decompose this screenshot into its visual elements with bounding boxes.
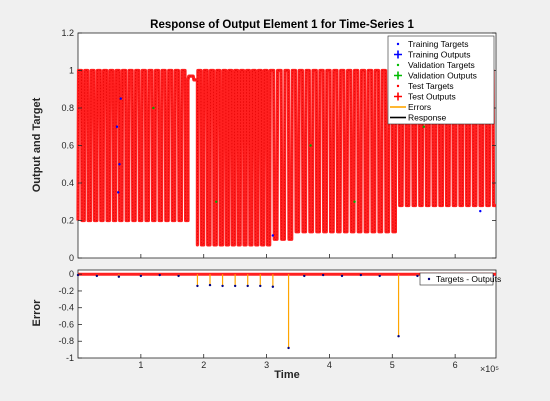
error-legend-marker bbox=[427, 277, 431, 281]
error-point bbox=[139, 274, 143, 278]
error-y-label: Error bbox=[31, 299, 43, 327]
error-point bbox=[340, 274, 344, 278]
error-y-tick-label: -0.2 bbox=[58, 286, 74, 296]
error-x-tick-label: 6 bbox=[453, 360, 458, 370]
legend-label: Test Outputs bbox=[408, 92, 456, 102]
error-y-tick-label: -0.6 bbox=[58, 319, 74, 329]
legend-marker-dot bbox=[396, 63, 400, 67]
error-x-tick-label: 5 bbox=[390, 360, 395, 370]
error-x-tick-label: 2 bbox=[201, 360, 206, 370]
response-data-point bbox=[119, 97, 122, 100]
error-plot: -1 -0.8 -0.6 -0.4 -0.2 0 1 2 3 4 5 6 Error Time ×1… bbox=[31, 254, 501, 381]
error-x-tick-label: 1 bbox=[138, 360, 143, 370]
error-point bbox=[117, 275, 121, 278]
response-data-point bbox=[215, 200, 218, 203]
legend-label: Training Targets bbox=[408, 39, 468, 49]
error-point bbox=[158, 273, 161, 277]
error-point bbox=[208, 283, 212, 287]
response-y-tick-label: 0.2 bbox=[61, 216, 74, 226]
chart-title: Response of Output Element 1 for Time-Se… bbox=[150, 19, 414, 31]
legend-marker-plus bbox=[394, 71, 402, 80]
error-legend-label: Targets - Outputs bbox=[436, 274, 501, 284]
error-y-ticks: -1 -0.8 -0.6 -0.4 -0.2 0 bbox=[58, 269, 82, 363]
response-y-ticks: 0 0.2 0.4 0.6 0.8 1 1.2 bbox=[61, 28, 496, 263]
response-data-point bbox=[271, 234, 275, 237]
legend-marker-dot bbox=[396, 84, 400, 88]
error-point bbox=[321, 273, 325, 277]
error-legend-box bbox=[419, 272, 494, 286]
error-y-tick-label: -1 bbox=[66, 353, 74, 363]
error-point bbox=[271, 285, 275, 288]
response-data-point bbox=[115, 125, 119, 128]
legend-label: Validation Outputs bbox=[408, 71, 477, 81]
legend-label: Test Targets bbox=[408, 81, 454, 91]
response-data-point bbox=[479, 209, 482, 213]
legend-label: Response bbox=[408, 113, 447, 123]
response-y-tick-label: 0 bbox=[69, 253, 74, 263]
error-point bbox=[221, 284, 224, 288]
response-data-point bbox=[422, 125, 425, 128]
error-legend: Targets - Outputs bbox=[419, 272, 501, 286]
response-plot: 0 0.2 0.4 0.6 0.8 1 1.2 Output and Target Trai… bbox=[31, 28, 497, 263]
legend-marker-plus bbox=[394, 92, 402, 101]
legend-marker-dot bbox=[396, 42, 400, 46]
response-y-tick-label: 1.2 bbox=[61, 28, 74, 38]
error-point bbox=[259, 284, 262, 288]
response-data-point bbox=[152, 106, 155, 110]
error-point bbox=[416, 274, 419, 278]
response-y-tick-label: 0.6 bbox=[61, 141, 74, 151]
error-point bbox=[233, 284, 237, 288]
response-y-tick-label: 0.8 bbox=[61, 103, 74, 113]
error-point bbox=[287, 346, 290, 350]
response-y-tick-label: 0.4 bbox=[61, 178, 74, 188]
response-y-label: Output and Target bbox=[31, 97, 43, 192]
error-point bbox=[177, 274, 180, 278]
error-y-tick-label: -0.4 bbox=[58, 303, 74, 313]
response-y-tick-label: 1 bbox=[69, 66, 74, 76]
error-point bbox=[378, 274, 381, 278]
response-data-point bbox=[118, 163, 121, 166]
response-data-point bbox=[309, 144, 312, 147]
error-x-tick-label: 3 bbox=[264, 360, 269, 370]
error-x-tick-label: 4 bbox=[327, 360, 332, 370]
error-point bbox=[196, 284, 199, 288]
response-data-point bbox=[117, 191, 120, 194]
response-legend-box bbox=[387, 35, 495, 125]
error-point bbox=[246, 284, 249, 288]
error-point bbox=[359, 273, 363, 277]
legend-marker-plus bbox=[394, 50, 402, 59]
error-point bbox=[95, 274, 99, 278]
legend-label: Validation Targets bbox=[408, 60, 475, 70]
legend-label: Training Outputs bbox=[408, 50, 471, 60]
error-y-tick-label: -0.8 bbox=[58, 336, 74, 346]
response-data-point bbox=[353, 200, 356, 203]
error-y-tick-label: 0 bbox=[69, 269, 74, 279]
x-scale-exponent: ×10⁵ bbox=[480, 364, 499, 374]
x-axis-label: Time bbox=[274, 369, 299, 381]
error-x-ticks: 1 2 3 4 5 6 bbox=[138, 254, 458, 370]
error-point bbox=[397, 335, 400, 338]
legend-label: Errors bbox=[408, 102, 431, 112]
error-point bbox=[303, 274, 306, 278]
